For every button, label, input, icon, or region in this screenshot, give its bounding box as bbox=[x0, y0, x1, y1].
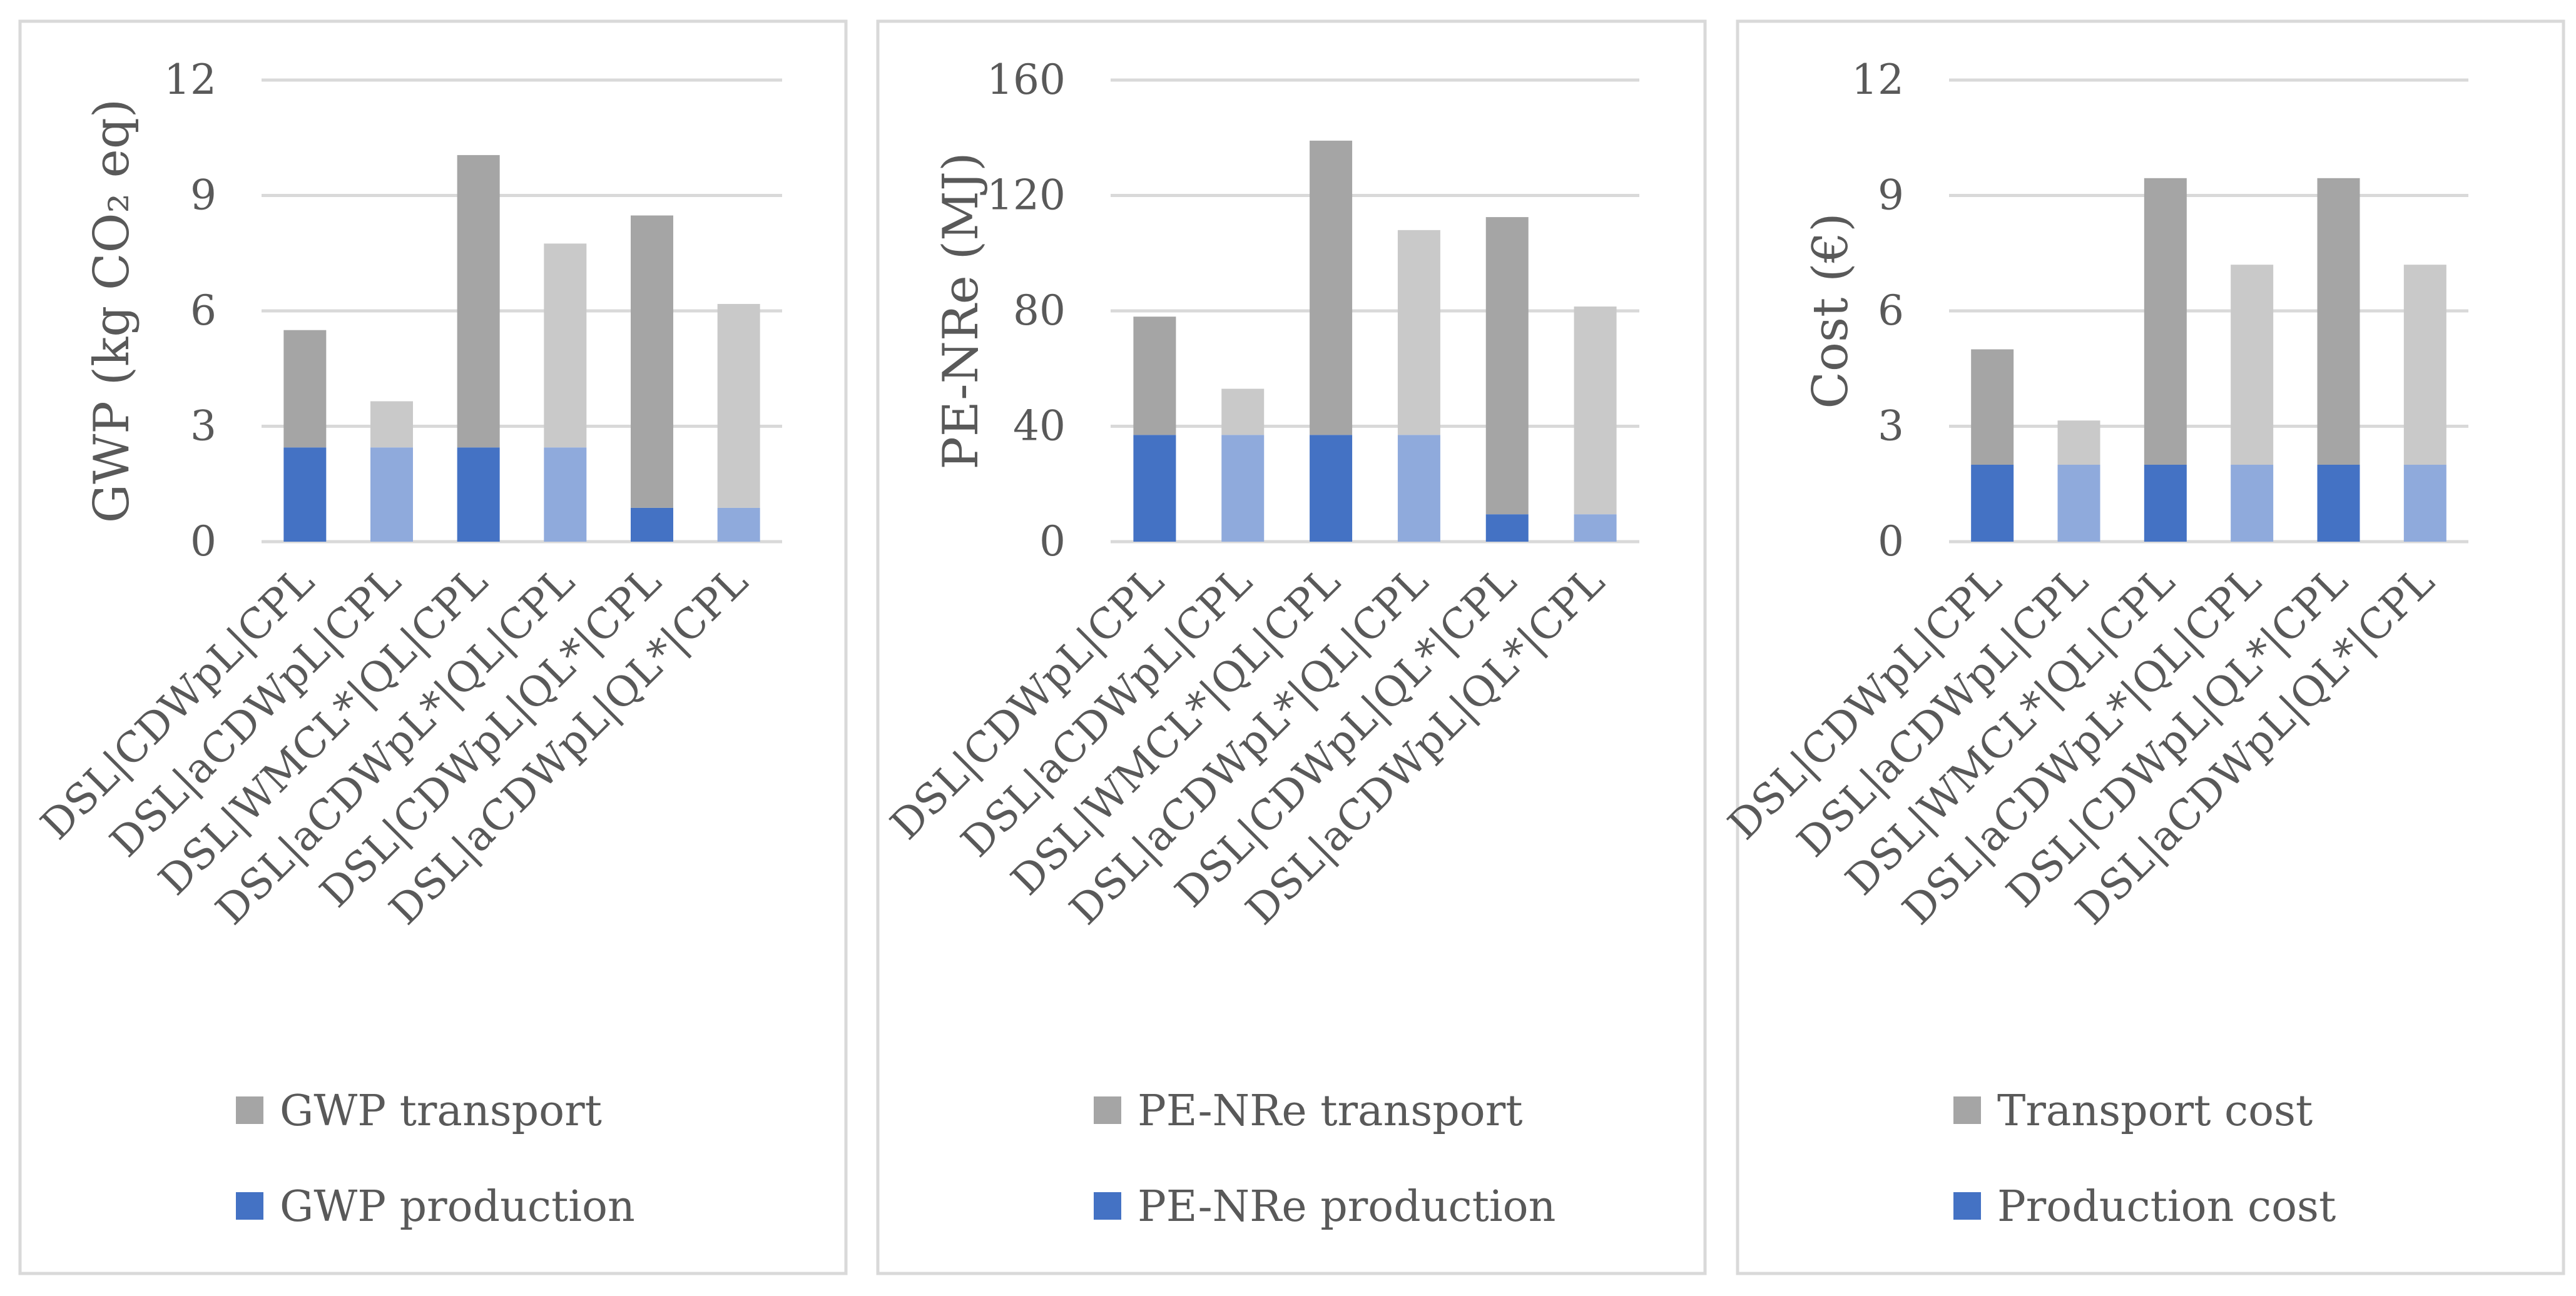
legend-swatch-1 bbox=[236, 1096, 263, 1124]
bar-production-5 bbox=[1485, 514, 1529, 542]
bar-production-1 bbox=[283, 447, 327, 542]
panel-border bbox=[1736, 19, 2565, 1275]
bar-transport-1 bbox=[1971, 349, 2014, 465]
y-tick-label: 6 bbox=[1878, 286, 1904, 335]
legend-entry-1: Transport cost bbox=[1997, 1086, 2313, 1136]
bar-transport-5 bbox=[1485, 217, 1529, 515]
bar-production-1 bbox=[1133, 435, 1176, 542]
bar-production-3 bbox=[2144, 465, 2187, 542]
bar-production-6 bbox=[2403, 465, 2446, 542]
bar-transport-3 bbox=[1310, 140, 1353, 435]
bar-transport-1 bbox=[1133, 316, 1176, 435]
bar-production-2 bbox=[2057, 465, 2100, 542]
bar-transport-2 bbox=[1221, 388, 1265, 435]
y-tick-label: 120 bbox=[987, 171, 1066, 220]
bar-production-3 bbox=[457, 447, 500, 542]
legend-entry-1: PE-NRe transport bbox=[1138, 1086, 1523, 1136]
legend-entry-2: Production cost bbox=[1997, 1182, 2336, 1232]
bar-production-2 bbox=[1221, 435, 1265, 542]
bar-transport-3 bbox=[457, 154, 500, 448]
bar-production-3 bbox=[1310, 435, 1353, 542]
y-tick-label: 12 bbox=[1851, 56, 1904, 104]
bar-transport-6 bbox=[717, 303, 760, 508]
bar-transport-3 bbox=[2144, 178, 2187, 465]
y-tick-label: 12 bbox=[164, 56, 216, 104]
y-tick-label: 6 bbox=[190, 286, 216, 335]
bar-production-6 bbox=[717, 507, 760, 542]
legend-entry-1: GWP transport bbox=[280, 1086, 602, 1136]
bar-transport-6 bbox=[1574, 306, 1617, 515]
y-tick-label: 3 bbox=[1878, 402, 1904, 450]
y-tick-label: 9 bbox=[1878, 171, 1904, 220]
bar-production-4 bbox=[2231, 465, 2274, 542]
bar-transport-1 bbox=[283, 330, 327, 448]
bar-production-5 bbox=[2317, 465, 2360, 542]
y-axis-label: GWP (kg CO₂ eq) bbox=[84, 99, 140, 523]
bar-transport-4 bbox=[544, 243, 587, 448]
bar-transport-5 bbox=[2317, 178, 2360, 465]
bar-transport-4 bbox=[1397, 230, 1440, 435]
bar-transport-5 bbox=[631, 215, 673, 508]
panel-border bbox=[18, 19, 848, 1275]
legend-entry-2: PE-NRe production bbox=[1138, 1182, 1555, 1232]
y-tick-label: 0 bbox=[190, 517, 216, 565]
y-axis-label: Cost (€) bbox=[1803, 213, 1859, 408]
legend-swatch-2 bbox=[236, 1192, 263, 1220]
bar-production-2 bbox=[370, 447, 413, 542]
y-tick-label: 9 bbox=[190, 171, 216, 220]
bar-production-6 bbox=[1574, 514, 1617, 542]
legend-swatch-1 bbox=[1094, 1096, 1121, 1124]
y-tick-label: 40 bbox=[1013, 402, 1066, 450]
bar-production-4 bbox=[1397, 435, 1440, 542]
bar-transport-6 bbox=[2403, 265, 2446, 465]
y-tick-label: 3 bbox=[190, 402, 216, 450]
y-tick-label: 0 bbox=[1039, 517, 1066, 565]
bar-production-4 bbox=[544, 447, 587, 542]
bar-transport-4 bbox=[2231, 265, 2274, 465]
y-tick-label: 160 bbox=[987, 56, 1066, 104]
legend-swatch-1 bbox=[1953, 1096, 1981, 1124]
y-tick-label: 80 bbox=[1013, 286, 1066, 335]
bar-production-1 bbox=[1971, 465, 2014, 542]
legend-swatch-2 bbox=[1094, 1192, 1121, 1220]
y-axis-label: PE-NRe (MJ) bbox=[933, 152, 989, 469]
bar-transport-2 bbox=[2057, 420, 2100, 465]
y-tick-label: 0 bbox=[1878, 517, 1904, 565]
panel-border bbox=[876, 19, 1707, 1275]
bar-transport-2 bbox=[370, 401, 413, 448]
legend-swatch-2 bbox=[1953, 1192, 1981, 1220]
legend-entry-2: GWP production bbox=[280, 1182, 635, 1232]
bar-production-5 bbox=[631, 507, 673, 542]
